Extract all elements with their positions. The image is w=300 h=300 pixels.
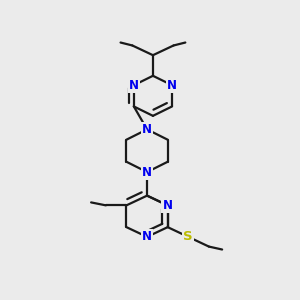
Text: N: N: [142, 230, 152, 243]
Text: N: N: [163, 199, 173, 212]
Text: N: N: [129, 79, 139, 92]
Text: S: S: [184, 230, 193, 243]
Text: N: N: [142, 123, 152, 136]
Text: N: N: [142, 166, 152, 178]
Text: N: N: [167, 79, 177, 92]
